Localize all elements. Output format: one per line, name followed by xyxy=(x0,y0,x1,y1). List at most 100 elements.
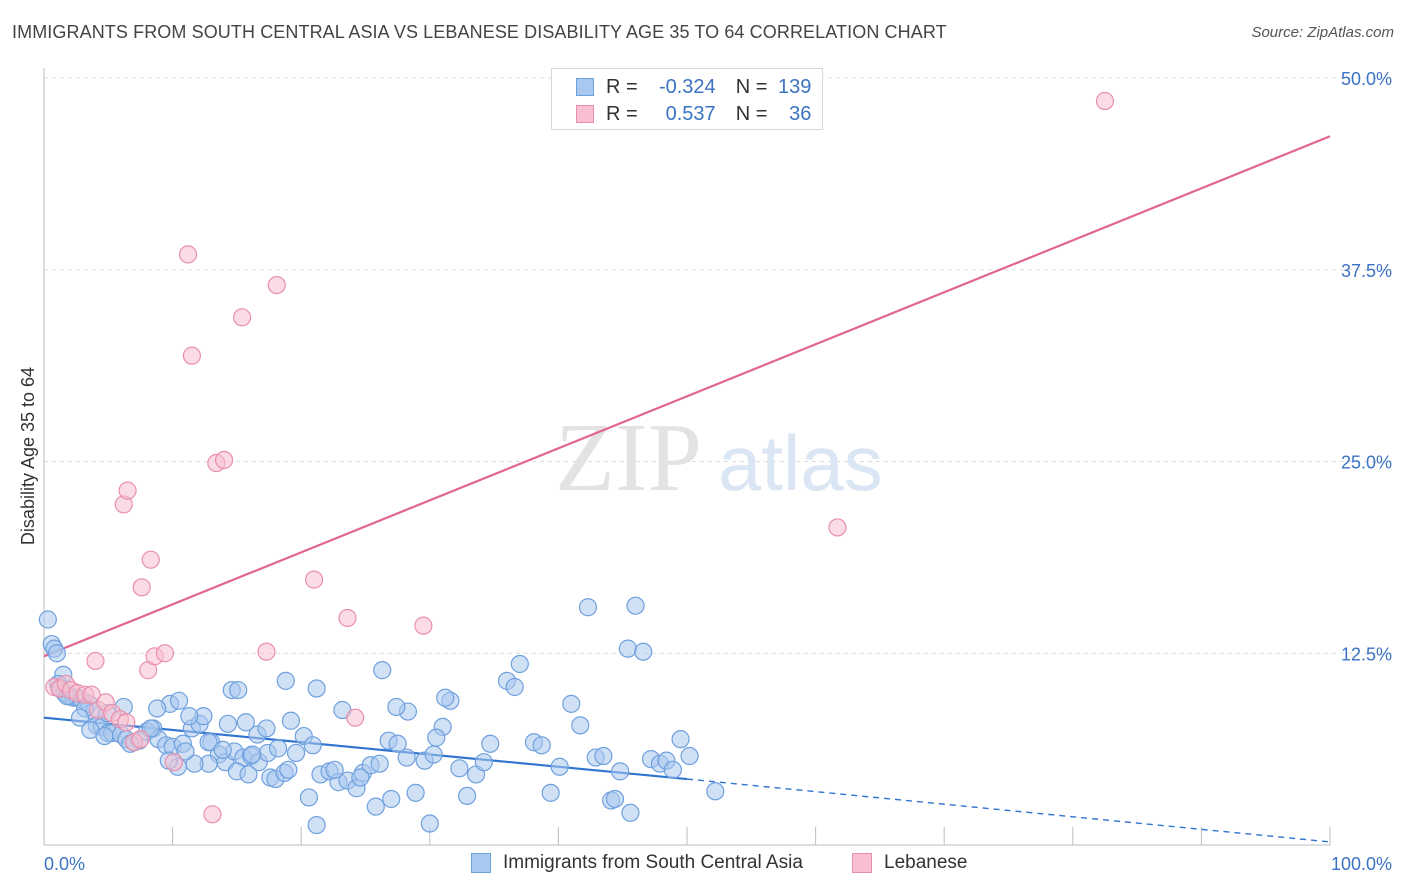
scatter-point xyxy=(706,782,725,801)
legend-n-value: 36 xyxy=(789,102,812,125)
scatter-point xyxy=(387,697,406,717)
scatter-point xyxy=(286,743,306,763)
legend-n-label: N = xyxy=(735,75,768,98)
y-tick-label: 50.0% xyxy=(1341,69,1392,89)
scatter-point xyxy=(236,713,256,732)
scatter-point xyxy=(663,760,682,779)
grid-lines xyxy=(44,77,1392,654)
x-tick-label: 0.0% xyxy=(44,854,85,874)
scatter-point xyxy=(214,450,234,470)
legend-r-value: -0.324 xyxy=(658,75,716,98)
x-tick-label: 100.0% xyxy=(1331,854,1392,874)
scatter-point xyxy=(182,346,201,365)
scatter-point xyxy=(1095,91,1115,111)
scatter-point xyxy=(70,708,90,727)
scatter-point xyxy=(218,714,237,733)
scatter-point xyxy=(229,680,248,700)
tick-labels: 12.5% 25.0% 37.5% 50.0% 0.0% 100.0% xyxy=(44,69,1392,874)
scatter-point xyxy=(541,783,560,802)
scatter-point xyxy=(457,786,477,806)
series-blue-points xyxy=(38,596,725,835)
scatter-point xyxy=(148,699,167,718)
legend-swatch-pink xyxy=(576,105,594,123)
scatter-point xyxy=(169,691,189,710)
scatter-point xyxy=(338,608,357,628)
scatter-point xyxy=(232,308,252,327)
bottom-legend-pink: Lebanese xyxy=(852,852,967,874)
scatter-point xyxy=(325,760,344,779)
scatter-point xyxy=(571,716,590,735)
scatter-point xyxy=(239,765,258,784)
scatter-point xyxy=(414,616,433,635)
legend: R = -0.324 N = 139 R = 0.537 N = 36 xyxy=(551,68,823,130)
scatter-point xyxy=(141,550,160,569)
y-tick-label: 25.0% xyxy=(1341,453,1392,473)
scatter-point xyxy=(281,711,301,730)
chart-title: IMMIGRANTS FROM SOUTH CENTRAL ASIA VS LE… xyxy=(12,22,947,42)
scatter-point xyxy=(243,745,262,764)
scatter-point xyxy=(828,518,847,537)
watermark: ZIP atlas xyxy=(555,404,883,512)
legend-row-pink: R = 0.537 N = 36 xyxy=(576,101,811,127)
scatter-point xyxy=(634,642,653,661)
scatter-point xyxy=(117,713,136,732)
scatter-point xyxy=(427,728,446,747)
scatter-point xyxy=(370,754,389,773)
y-tick-label: 37.5% xyxy=(1341,261,1392,281)
scatter-point xyxy=(180,707,199,726)
bottom-legend-swatch-blue xyxy=(471,853,491,873)
scatter-point xyxy=(276,671,295,690)
series-pink-points xyxy=(45,91,1115,824)
scatter-point xyxy=(307,815,326,835)
scatter-point xyxy=(38,610,57,629)
scatter-point xyxy=(420,814,439,833)
scatter-point xyxy=(257,642,276,661)
scatter-point xyxy=(199,733,218,752)
scatter-point xyxy=(267,275,286,295)
scatter-point xyxy=(618,639,637,658)
scatter-point xyxy=(481,734,500,753)
scatter-point xyxy=(307,679,326,698)
trend-line-pink xyxy=(43,135,1331,658)
scatter-point xyxy=(594,746,613,766)
scatter-point xyxy=(424,745,443,764)
bottom-legend-label-blue: Immigrants from South Central Asia xyxy=(503,852,803,873)
scatter-point xyxy=(304,570,324,589)
legend-r-label: R = xyxy=(606,102,638,125)
scatter-point xyxy=(397,748,416,767)
legend-swatch-blue xyxy=(576,78,594,96)
source-label: Source: ZipAtlas.com xyxy=(1251,24,1394,41)
scatter-point xyxy=(303,736,322,755)
scatter-point xyxy=(373,661,392,680)
scatter-point xyxy=(532,736,551,755)
scatter-point xyxy=(562,694,581,713)
scatter-point xyxy=(406,783,425,802)
scatter-point xyxy=(382,789,401,809)
scatter-point xyxy=(155,644,174,663)
trend-line-blue-extension xyxy=(686,778,1331,843)
scatter-point xyxy=(510,654,529,674)
bottom-legend-label-pink: Lebanese xyxy=(884,852,968,873)
scatter-point xyxy=(82,685,101,704)
scatter-point xyxy=(605,789,625,809)
scatter-point xyxy=(279,760,298,779)
scatter-point xyxy=(366,797,385,816)
scatter-point xyxy=(257,719,276,738)
watermark-zip: ZIP xyxy=(555,404,702,512)
scatter-point xyxy=(450,759,469,778)
y-axis-title: Disability Age 35 to 64 xyxy=(18,367,38,545)
scatter-point xyxy=(213,740,232,759)
legend-n-label: N = xyxy=(735,102,768,125)
bottom-legend-swatch-pink xyxy=(852,853,872,873)
scatter-point xyxy=(436,688,455,707)
legend-row-blue: R = -0.324 N = 139 xyxy=(576,74,811,100)
y-tick-label: 12.5% xyxy=(1341,644,1392,664)
scatter-point xyxy=(351,768,370,787)
scatter-point xyxy=(164,753,183,772)
scatter-point xyxy=(621,803,640,822)
scatter-point xyxy=(118,481,137,500)
scatter-point xyxy=(299,788,319,807)
scatter-point xyxy=(550,757,569,776)
scatter-point xyxy=(178,245,198,264)
